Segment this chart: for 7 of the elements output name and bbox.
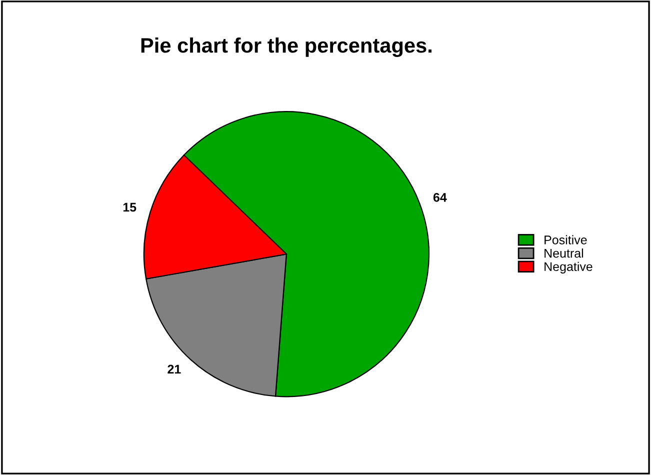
data-label: 64 xyxy=(433,192,447,202)
data-label: 21 xyxy=(168,364,181,374)
legend-label: Negative xyxy=(544,262,592,274)
legend-label: Neutral xyxy=(544,248,584,258)
data-label: 15 xyxy=(123,202,136,212)
legend-label: Positive xyxy=(544,235,587,244)
chart-title: Pie chart for the percentages. xyxy=(141,37,432,57)
